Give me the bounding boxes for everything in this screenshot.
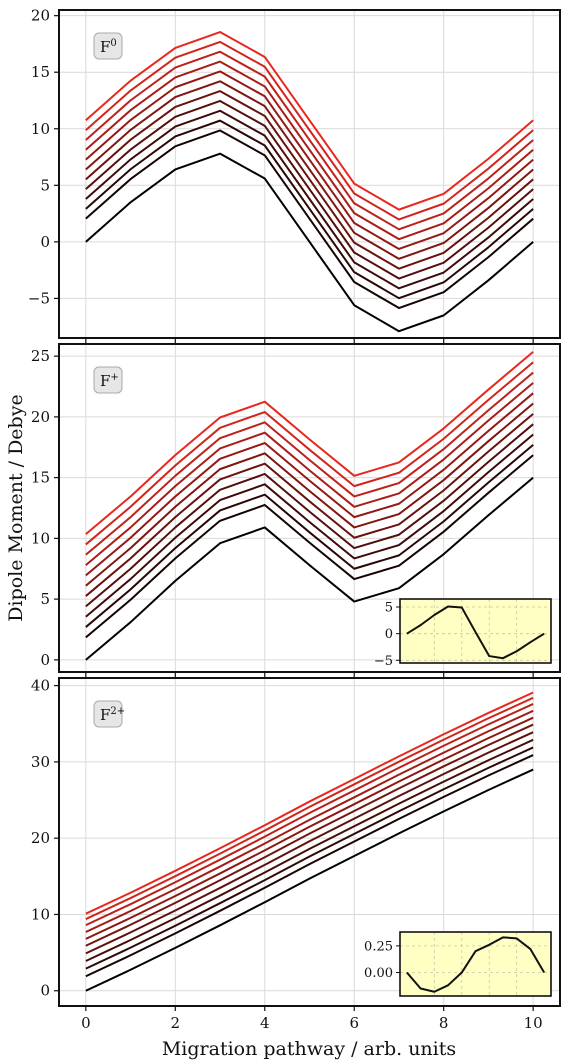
y-tick-label: 30: [31, 753, 50, 771]
inset-frame: [399, 598, 552, 664]
series-line-3: [85, 444, 534, 628]
series-line-4: [85, 109, 534, 290]
y-tick-label: 10: [31, 120, 50, 138]
inset-y-tick-label: 5: [385, 601, 393, 616]
x-tick-label: 6: [349, 1014, 359, 1032]
series-line-11: [85, 691, 534, 915]
series-line-9: [85, 382, 534, 566]
panel-1: −5 0 5 10 15 20 F0: [28, 7, 561, 343]
inset-y-tick-label: 0.00: [364, 966, 393, 981]
y-tick-label: 15: [31, 63, 50, 81]
panel-label: F+: [100, 372, 119, 390]
series-line-11: [85, 361, 534, 546]
y-tick-label: 20: [31, 7, 50, 25]
series-line-7: [85, 80, 534, 260]
series-line-4: [85, 738, 534, 962]
panel-badge: [93, 700, 123, 728]
inset-line: [406, 936, 546, 993]
panel-label: F2+: [100, 706, 125, 724]
series-line-9: [85, 703, 534, 927]
y-tick-label: 0: [40, 651, 50, 669]
inset-y-tick-label: 0.25: [364, 939, 393, 954]
series-line-12: [85, 351, 534, 535]
series-line-4: [85, 433, 534, 618]
inset-3: 0.00 0.25: [364, 931, 552, 997]
series-line-6: [85, 723, 534, 947]
series-line-1: [85, 768, 534, 992]
y-tick-label: 15: [31, 469, 50, 487]
axes-frame: [58, 677, 561, 1007]
x-axis-label: Migration pathway / arb. units: [162, 1038, 456, 1060]
series-line-7: [85, 402, 534, 587]
y-tick-label: 0: [40, 233, 50, 251]
inset-line: [406, 605, 545, 660]
axes-frame: [58, 9, 561, 339]
panel-3: 0 10 20 30 40 0 2 4 6 8 10 F2+ 0.00 0.25: [31, 677, 561, 1032]
panel-label: F0: [100, 38, 117, 56]
series-line-1: [85, 476, 534, 661]
inset-y-tick-label: −5: [374, 654, 393, 669]
x-tick-label: 0: [81, 1014, 91, 1032]
inset-frame: [399, 931, 552, 997]
y-axis-label: Dipole Moment / Debye: [5, 394, 27, 621]
y-tick-label: 10: [31, 529, 50, 547]
x-tick-label: 4: [260, 1014, 270, 1032]
series-line-5: [85, 423, 534, 608]
y-tick-label: 10: [31, 905, 50, 923]
series-line-8: [85, 70, 534, 250]
series-line-10: [85, 696, 534, 920]
series-line-10: [85, 371, 534, 556]
y-tick-label: 40: [31, 677, 50, 695]
series-line-6: [85, 90, 534, 270]
x-tick-label: 10: [524, 1014, 543, 1032]
panel-2: 0 5 10 15 20 25 F+ −5 0 5: [31, 343, 561, 677]
y-tick-label: 20: [31, 408, 50, 426]
panel-badge: [93, 32, 123, 60]
x-tick-label: 2: [171, 1014, 181, 1032]
y-tick-label: −5: [28, 289, 50, 307]
series-line-10: [85, 50, 534, 231]
series-line-12: [85, 31, 534, 211]
inset-background: [400, 932, 551, 996]
series-line-1: [85, 152, 534, 333]
series-line-9: [85, 60, 534, 241]
y-tick-label: 25: [31, 347, 50, 365]
series-line-2: [85, 129, 534, 310]
panel-badge: [93, 366, 123, 394]
x-tick-label: 8: [439, 1014, 449, 1032]
series-line-11: [85, 40, 534, 221]
series-line-2: [85, 754, 534, 978]
y-tick-label: 5: [40, 176, 50, 194]
series-line-7: [85, 716, 534, 940]
series-line-3: [85, 119, 534, 300]
series-line-3: [85, 746, 534, 970]
series-line-8: [85, 709, 534, 933]
series-line-6: [85, 413, 534, 597]
series-line-2: [85, 454, 534, 639]
inset-y-tick-label: 0: [385, 627, 393, 642]
y-tick-label: 5: [40, 590, 50, 608]
series-line-8: [85, 392, 534, 577]
axes-frame: [58, 343, 561, 673]
series-line-5: [85, 99, 534, 280]
y-tick-label: 20: [31, 829, 50, 847]
inset-2: −5 0 5: [374, 598, 552, 669]
series-line-5: [85, 731, 534, 955]
y-tick-label: 0: [40, 982, 50, 1000]
